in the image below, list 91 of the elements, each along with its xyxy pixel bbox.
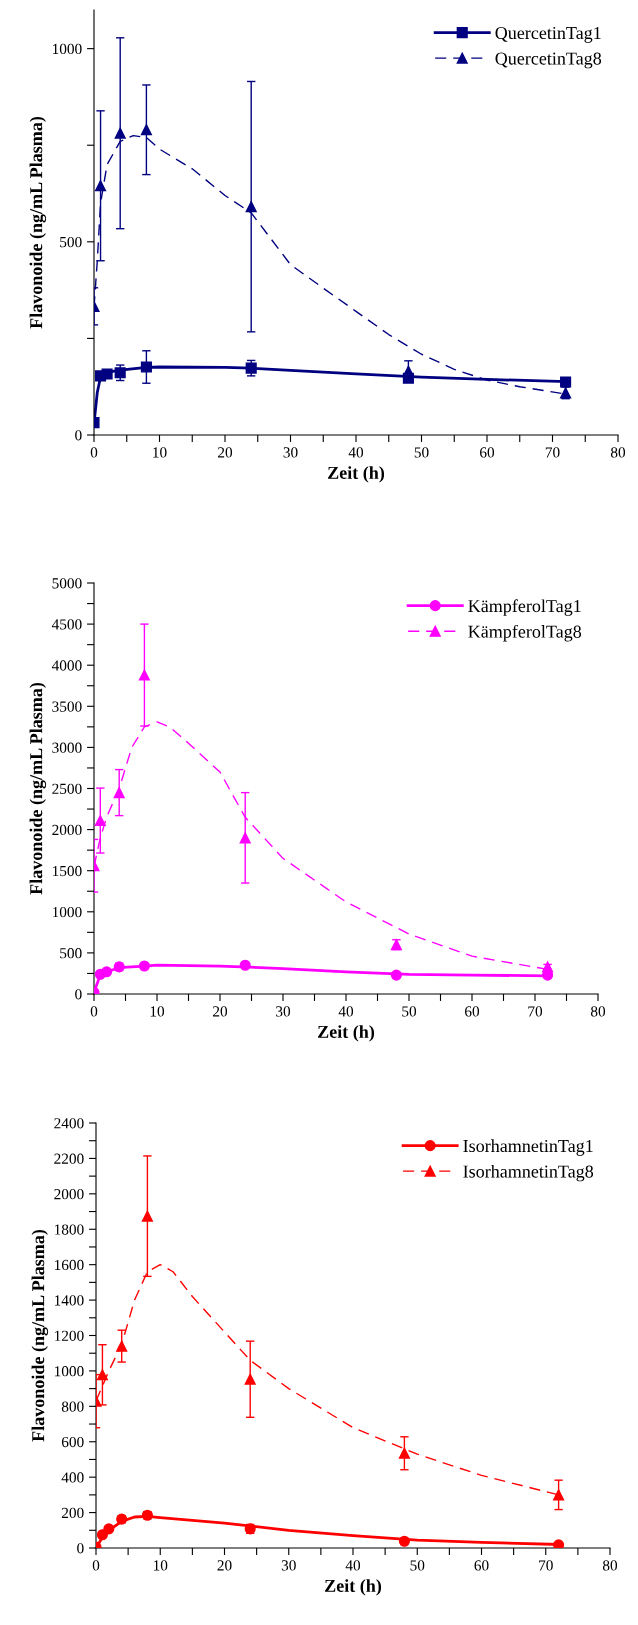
point	[138, 669, 150, 681]
x-tick-label: 60	[480, 447, 495, 458]
point	[140, 124, 152, 136]
point	[244, 1373, 256, 1385]
y-tick-label: 200	[61, 1507, 84, 1519]
y-tick-label: 1000	[54, 1366, 84, 1377]
point	[103, 1523, 115, 1535]
y-tick-label: 4000	[51, 660, 82, 671]
y-tick-label: 1500	[52, 865, 82, 877]
legend-label: KämpferolTag8	[468, 624, 582, 642]
point	[239, 959, 251, 971]
y-tick-label: 1400	[54, 1295, 84, 1306]
x-tick-label: 0	[90, 447, 98, 458]
y-tick-label: 500	[60, 236, 82, 248]
legend-label: QuercetinTag8	[495, 52, 602, 69]
y-tick-label: 2400	[54, 1118, 84, 1129]
point	[96, 1369, 108, 1381]
y-tick-label: 2000	[52, 824, 82, 836]
point	[94, 180, 107, 192]
point	[138, 960, 150, 972]
point	[113, 787, 125, 799]
y-axis-title: Flavonoide (ng/mL Plasma)	[29, 116, 47, 329]
point	[398, 1447, 410, 1459]
point	[94, 815, 106, 827]
x-tick-label: 30	[283, 447, 298, 458]
y-tick-label: 0	[75, 430, 82, 441]
x-axis-title: Zeit (h)	[325, 1579, 382, 1596]
y-tick-label: 1600	[54, 1259, 84, 1271]
y-tick-label: 3500	[52, 701, 82, 712]
x-tick-label: 20	[217, 1560, 232, 1571]
x-tick-label: 40	[345, 1560, 361, 1571]
point	[101, 966, 113, 978]
legend-label: IsorhamnetinTag8	[463, 1164, 594, 1182]
x-tick-label: 70	[528, 1006, 543, 1017]
y-axis-title: Flavonoide (ng/mL Plasma)	[31, 1229, 49, 1442]
x-tick-label: 10	[153, 447, 167, 458]
x-tick-label: 40	[338, 1006, 354, 1017]
y-tick-label: 0	[77, 1543, 84, 1554]
y-tick-label: 2200	[54, 1153, 84, 1164]
x-tick-label: 0	[90, 1006, 98, 1017]
x-tick-label: 10	[150, 1006, 165, 1017]
x-tick-label: 80	[610, 447, 626, 458]
point	[101, 368, 113, 380]
y-tick-label: 5000	[52, 578, 82, 589]
point	[114, 127, 126, 139]
y-tick-label: 600	[61, 1436, 84, 1448]
x-tick-label: 80	[602, 1560, 618, 1571]
legend-label: QuercetinTag1	[495, 26, 601, 43]
x-tick-label: 30	[281, 1560, 296, 1571]
y-tick-label: 2500	[52, 783, 82, 794]
y-tick-label: 800	[61, 1401, 84, 1412]
x-tick-label: 70	[539, 1560, 553, 1571]
x-axis-title: Zeit (h)	[328, 466, 385, 483]
y-tick-label: 500	[60, 948, 82, 959]
x-tick-label: 50	[410, 1560, 425, 1571]
legend-label: IsorhamnetinTag1	[463, 1139, 593, 1156]
x-tick-label: 50	[402, 1006, 417, 1017]
y-axis-title: Flavonoide (ng/mL Plasma)	[29, 682, 47, 895]
y-tick-label: 4500	[51, 619, 82, 630]
y-tick-label: 400	[61, 1472, 84, 1483]
point	[96, 1529, 108, 1541]
y-tick-label: 1000	[52, 43, 82, 55]
point	[141, 1210, 153, 1222]
x-tick-label: 70	[545, 447, 560, 458]
x-tick-label: 40	[348, 447, 364, 458]
y-tick-label: 1200	[54, 1330, 84, 1341]
point	[245, 201, 257, 213]
legend-label: KämpferolTag1	[468, 599, 581, 616]
x-tick-label: 0	[92, 1560, 100, 1571]
point	[398, 1535, 410, 1547]
point	[553, 1489, 565, 1501]
x-axis-title: Zeit (h)	[318, 1025, 375, 1042]
point	[116, 1340, 128, 1352]
point	[560, 376, 572, 388]
x-tick-label: 60	[474, 1560, 489, 1571]
x-tick-label: 80	[590, 1006, 606, 1017]
x-tick-label: 50	[414, 447, 429, 458]
y-tick-label: 3000	[52, 742, 82, 753]
point	[239, 832, 251, 844]
point	[390, 969, 402, 981]
y-tick-label: 0	[75, 989, 82, 1000]
x-tick-label: 20	[213, 1006, 228, 1017]
x-tick-label: 20	[218, 447, 233, 458]
x-tick-label: 10	[153, 1560, 168, 1571]
point	[553, 1539, 565, 1548]
y-tick-label: 2000	[54, 1188, 84, 1200]
y-tick-label: 1000	[52, 906, 82, 918]
y-tick-label: 1800	[54, 1224, 84, 1235]
x-tick-label: 60	[465, 1006, 480, 1017]
point	[140, 361, 152, 373]
x-tick-label: 30	[276, 1006, 291, 1017]
